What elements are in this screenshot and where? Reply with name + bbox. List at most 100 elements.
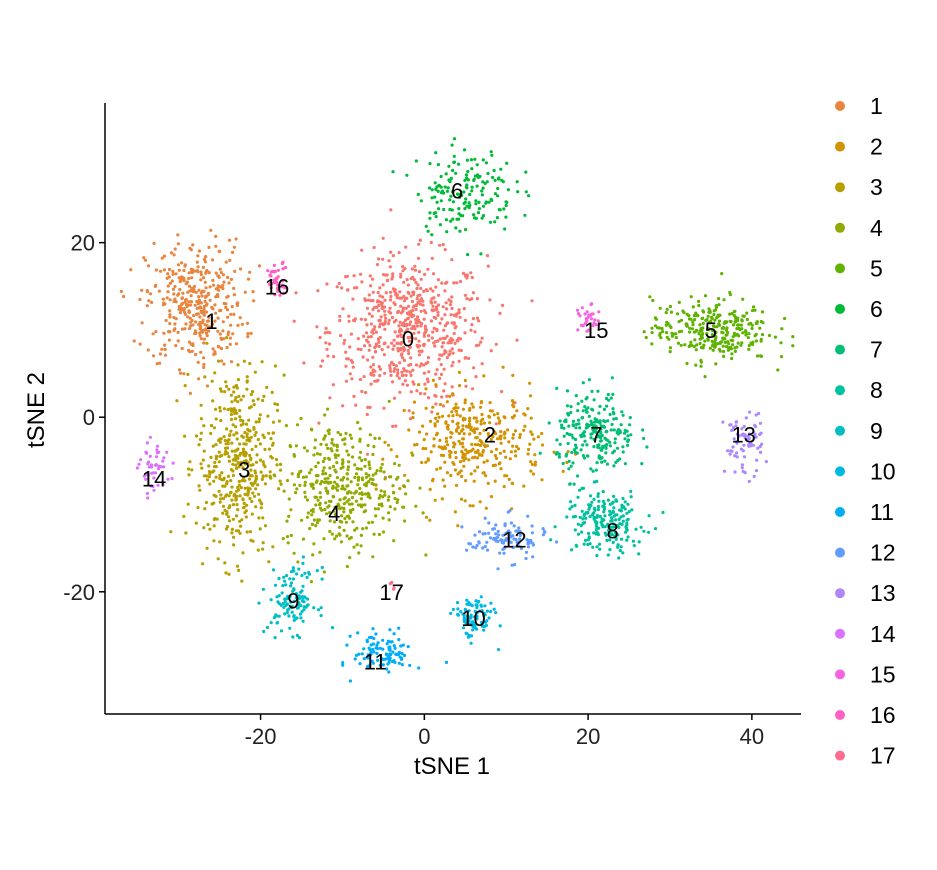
data-point [374,350,378,354]
legend-label: 15 [870,661,896,687]
data-point [172,292,176,296]
cluster-label: 16 [265,274,289,299]
data-point [374,330,378,334]
data-point [484,201,488,205]
data-point [345,643,349,647]
data-point [187,326,192,331]
data-point [248,496,252,501]
data-point [249,468,253,472]
data-point [288,577,292,581]
data-point [312,518,316,522]
data-point [619,423,623,427]
data-point [236,323,240,327]
data-point [262,394,266,398]
data-point [318,501,322,505]
data-point [606,392,610,397]
data-point [626,502,630,506]
data-point [626,535,630,539]
data-point [328,466,332,470]
data-point [668,350,672,354]
data-point [274,614,279,618]
data-point [611,500,615,504]
data-point [165,450,169,454]
data-point [600,448,604,452]
data-point [318,550,322,554]
data-point [714,336,718,340]
data-point [711,343,715,347]
data-point [209,424,214,428]
data-point [353,286,357,290]
data-point [468,603,472,607]
data-point [221,329,225,333]
data-point [276,289,280,293]
data-point [360,389,364,394]
data-point [184,531,188,535]
data-point [194,320,198,324]
data-point [343,487,347,491]
data-point [325,282,329,286]
data-point [729,347,734,351]
data-point [527,194,531,198]
data-point [484,620,488,624]
data-point [748,410,752,414]
data-point [675,312,680,316]
data-point [440,345,444,349]
data-point [146,264,151,268]
data-point [209,455,213,459]
data-point [496,186,500,191]
data-point [391,484,395,488]
data-point [250,512,254,516]
data-point [201,318,205,322]
data-point [316,289,320,293]
data-point [352,545,356,549]
data-point [442,341,446,345]
data-point [572,482,576,486]
data-point [463,207,467,211]
cluster-4-points [241,373,428,584]
data-point [457,212,461,216]
data-point [501,180,505,184]
data-point [540,478,544,482]
data-point [368,405,372,409]
data-point [464,479,468,483]
data-point [387,670,391,674]
data-point [408,345,412,349]
data-point [422,309,426,313]
data-point [480,412,484,417]
data-point [470,189,474,193]
cluster-14-points [135,435,175,500]
data-point [452,407,456,411]
data-point [430,301,434,305]
data-point [530,432,534,436]
legend-label: 17 [870,743,896,769]
data-point [470,387,475,391]
data-point [585,454,590,458]
data-point [261,587,265,591]
data-point [229,323,233,327]
data-point [574,426,578,430]
data-point [517,540,521,544]
data-point [691,305,695,309]
data-point [138,297,142,302]
data-point [271,568,276,572]
data-point [699,364,703,368]
legend-label: 2 [870,134,883,160]
data-point [482,628,486,632]
data-point [568,507,572,511]
data-point [685,361,689,366]
data-point [493,463,497,467]
data-point [569,410,573,415]
data-point [474,344,479,348]
data-point [226,439,230,443]
data-point [180,296,184,301]
data-point [721,420,725,424]
data-point [381,516,385,520]
data-point [570,548,574,552]
data-point [608,548,612,552]
data-point [299,416,303,421]
data-point [187,284,192,288]
data-point [219,336,223,340]
data-point [642,330,646,334]
data-point [291,589,295,594]
data-point [177,268,181,272]
